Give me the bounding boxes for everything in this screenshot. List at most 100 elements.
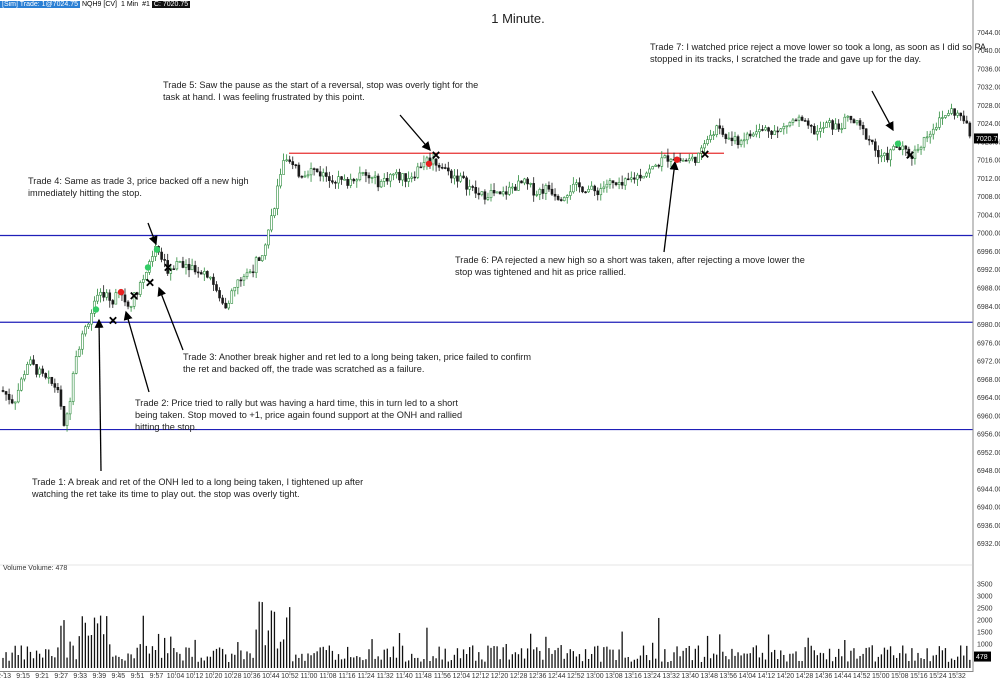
- candle-body: [715, 125, 719, 136]
- candle-body: [376, 175, 380, 188]
- candle-body: [4, 391, 8, 395]
- candle-body: [251, 271, 255, 274]
- current-volume-label: 478: [976, 654, 988, 661]
- candle-body: [495, 191, 499, 194]
- candle-body: [419, 166, 423, 169]
- candle-body: [864, 128, 868, 140]
- candle-body: [944, 115, 947, 118]
- candle-body: [74, 356, 78, 374]
- trade-markers: [92, 140, 914, 325]
- candle-body: [593, 185, 597, 192]
- candle-body: [218, 290, 221, 299]
- candle-body: [572, 183, 575, 193]
- annotation-trade-5: task at hand. I was feeling frustrated b…: [163, 92, 365, 102]
- time-tick-label: 13:40: [681, 673, 699, 679]
- exit-marker: [701, 150, 709, 159]
- candle-body: [794, 119, 798, 122]
- candle-body: [852, 119, 856, 124]
- exit-marker: [164, 263, 172, 272]
- candle-body: [559, 199, 563, 201]
- candle-body: [263, 244, 267, 256]
- candle-body: [184, 264, 188, 268]
- time-tick-label: 9:51: [131, 673, 145, 679]
- candle-body: [7, 394, 11, 400]
- candle-body: [651, 166, 654, 170]
- candle-body: [547, 185, 551, 190]
- time-tick-label: 9:21: [35, 673, 49, 679]
- candle-body: [44, 373, 48, 378]
- candle-body: [788, 122, 792, 127]
- candle-body: [163, 259, 166, 261]
- candle-body: [931, 128, 935, 135]
- time-tick-label: 12:04: [453, 673, 471, 679]
- candle-body: [745, 133, 749, 141]
- candle-body: [690, 156, 694, 160]
- candle-body: [901, 145, 905, 151]
- candle-body: [309, 168, 313, 176]
- current-price-label: 7020.75: [976, 136, 1000, 143]
- candle-body: [736, 136, 740, 146]
- candle-body: [584, 191, 587, 194]
- candle-body: [654, 164, 658, 167]
- candle-body: [434, 158, 438, 166]
- price-tick-label: 7032.00: [977, 85, 1000, 92]
- candle-body: [382, 178, 386, 182]
- exit-marker: [109, 316, 117, 325]
- candle-body: [922, 137, 926, 148]
- price-tick-label: 6956.00: [977, 432, 1000, 439]
- candle-body: [568, 191, 572, 196]
- entry-short-marker: [117, 288, 125, 296]
- candle-body: [212, 276, 215, 285]
- candle-body: [773, 130, 776, 135]
- candle-body: [16, 389, 20, 403]
- candle-body: [733, 136, 737, 142]
- candle-body: [904, 145, 908, 150]
- time-tick-label: 11:00: [300, 673, 317, 679]
- candle-body: [806, 120, 810, 126]
- candle-body: [50, 376, 54, 384]
- volume-tick-label: 2500: [977, 606, 993, 613]
- interval-label[interactable]: 1 Min: [121, 1, 139, 8]
- candle-body: [35, 364, 38, 375]
- price-tick-label: 7024.00: [977, 121, 1000, 128]
- time-tick-label: 10:52: [281, 673, 299, 679]
- candle-body: [938, 117, 941, 128]
- candle-body: [962, 115, 966, 122]
- candle-body: [260, 255, 264, 261]
- candle-body: [800, 116, 804, 121]
- price-tick-label: 7028.00: [977, 103, 1000, 110]
- candle-body: [477, 192, 481, 196]
- candle-body: [126, 301, 130, 307]
- candle-body: [596, 190, 600, 196]
- candle-body: [84, 326, 87, 335]
- candle-body: [303, 175, 307, 178]
- candle-body: [739, 140, 743, 146]
- candle-body: [26, 364, 29, 375]
- price-tick-label: 7016.00: [977, 158, 1000, 165]
- candle-body: [151, 256, 154, 262]
- candle-body: [257, 257, 261, 261]
- candle-body: [626, 178, 630, 181]
- candle-body: [221, 297, 224, 304]
- candle-body: [599, 188, 603, 196]
- candle-body: [523, 178, 526, 184]
- candle-body: [392, 173, 395, 176]
- price-tick-label: 6984.00: [977, 304, 1000, 311]
- candle-body: [346, 178, 349, 186]
- candle-body: [456, 175, 459, 182]
- time-tick-label: 13:32: [662, 673, 680, 679]
- candle-body: [227, 303, 230, 309]
- candle-body: [648, 168, 651, 174]
- candle-body: [611, 180, 615, 184]
- annotation-arrow: [157, 286, 184, 351]
- candle-body: [889, 149, 892, 161]
- candle-body: [947, 113, 950, 116]
- time-tick-label: 14:52: [853, 673, 871, 679]
- annotation-arrow: [663, 160, 679, 253]
- symbol-label[interactable]: NQH9 [CV]: [81, 1, 117, 8]
- candle-body: [282, 160, 285, 175]
- candle-body: [709, 134, 712, 140]
- annotation-trade-3: the ret and backed off, the trade was sc…: [183, 364, 424, 374]
- sim-trade-label[interactable]: [Sim] Trade: 1@7024.75: [0, 1, 80, 8]
